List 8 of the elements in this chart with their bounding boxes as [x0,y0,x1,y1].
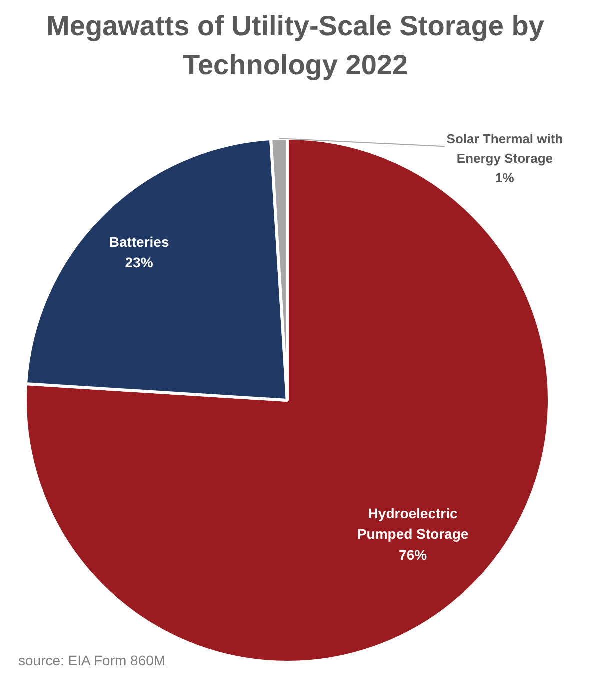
data-label: 1% [496,170,515,186]
data-label: 76% [399,546,428,563]
slice-label: Batteries [109,234,170,250]
slice-label: Solar Thermal with Energy Storage [446,132,564,166]
chart-title: Megawatts of Utility-Scale Storage by Technology 2022 [46,10,545,80]
data-label: 23% [125,254,154,271]
source-note: source: EIA Form 860M [18,652,166,668]
slice-label: Hydroelectric Pumped Storage [357,505,469,542]
